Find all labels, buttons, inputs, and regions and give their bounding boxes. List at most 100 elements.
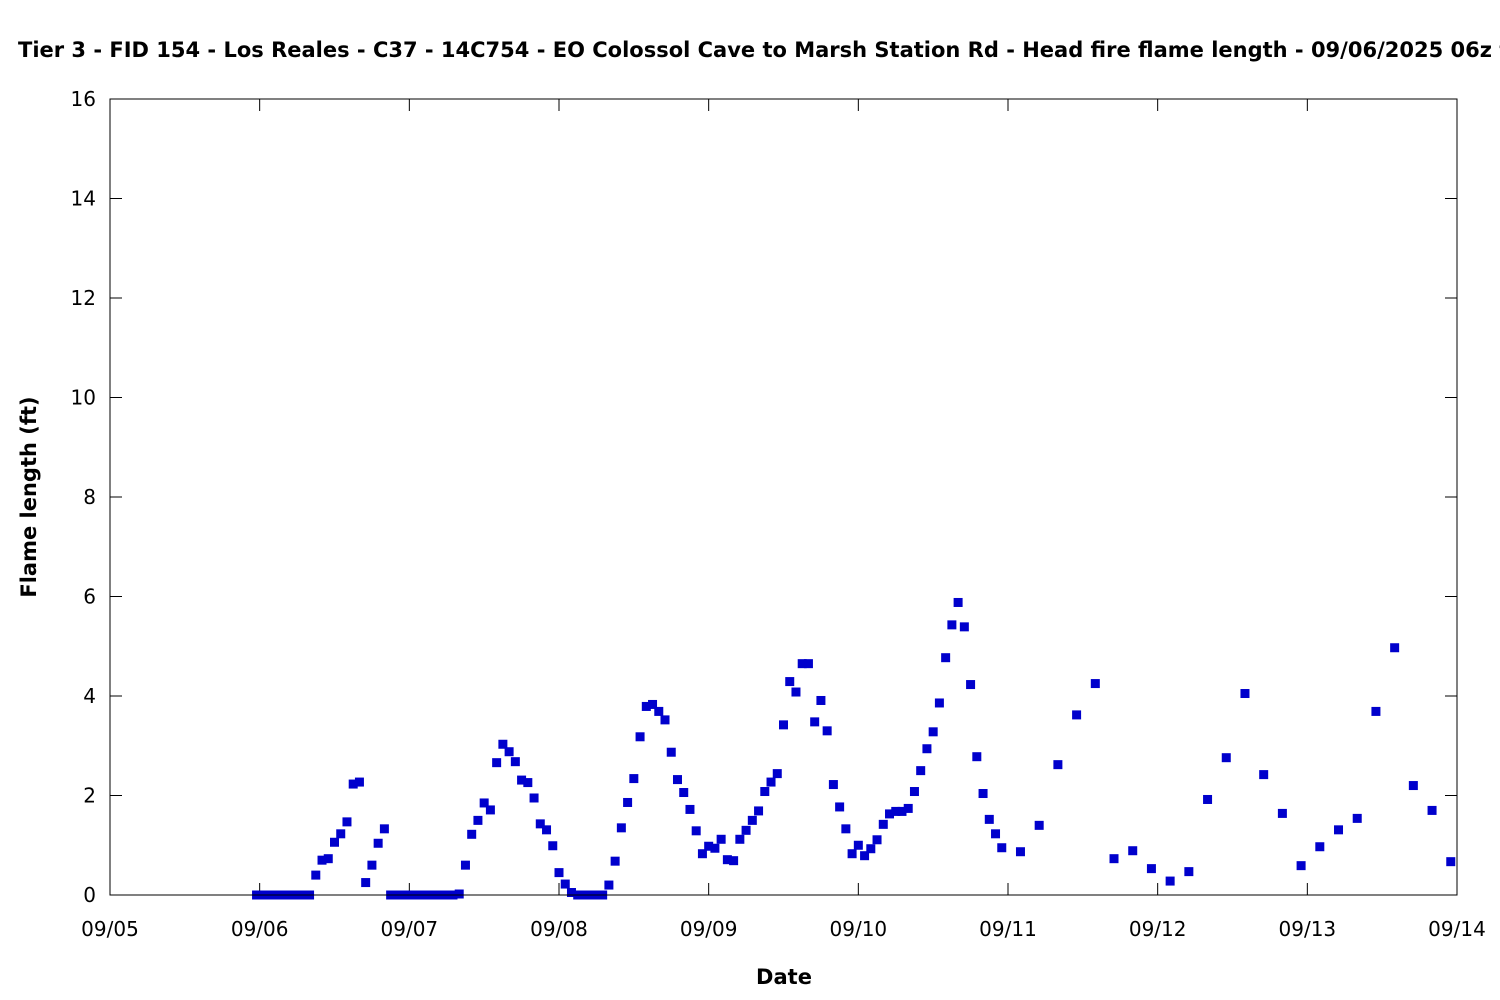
data-point (504, 747, 514, 757)
data-point (373, 838, 383, 848)
data-point (1109, 854, 1119, 864)
data-point (1296, 861, 1306, 871)
data-point (847, 849, 857, 859)
data-points (252, 597, 1456, 900)
data-point (891, 806, 901, 816)
data-point (1053, 760, 1063, 770)
data-point (866, 844, 876, 854)
y-tick-label: 8 (83, 485, 96, 509)
data-point (1015, 847, 1025, 857)
data-point (816, 695, 826, 705)
data-point (367, 860, 377, 870)
data-point (916, 766, 926, 776)
x-axis-label: Date (756, 965, 812, 989)
data-point (610, 856, 620, 866)
data-point (517, 775, 527, 785)
data-point (729, 856, 739, 866)
y-tick-label: 14 (71, 187, 96, 211)
data-point (485, 805, 495, 815)
data-point (810, 717, 820, 727)
data-point (697, 849, 707, 859)
data-point (473, 815, 483, 825)
data-point (991, 829, 1001, 839)
data-point (323, 854, 333, 864)
data-point (828, 780, 838, 790)
data-point (704, 841, 714, 851)
x-tick-label: 09/12 (1129, 917, 1187, 941)
data-point (691, 826, 701, 836)
data-point (1146, 864, 1156, 874)
data-point (754, 806, 764, 816)
axis-ticks: 09/05 09/06 09/07 09/08 09/09 09/10 09/11 09/12… (71, 87, 1486, 941)
data-point (710, 843, 720, 853)
data-point (623, 797, 633, 807)
data-point (498, 739, 508, 749)
plot-frame (109, 98, 1458, 896)
y-axis-label: Flame length (ft) (17, 396, 41, 597)
data-point (735, 834, 745, 844)
data-point (722, 855, 732, 865)
data-point (348, 779, 358, 789)
x-tick-label: 09/11 (979, 917, 1037, 941)
x-tick-label: 09/06 (231, 917, 289, 941)
data-point (953, 597, 963, 607)
x-tick-label: 09/07 (381, 917, 439, 941)
data-point (1277, 808, 1287, 818)
data-point (336, 829, 346, 839)
y-tick-label: 10 (71, 386, 96, 410)
data-point (897, 806, 907, 816)
data-point (934, 698, 944, 708)
data-point (903, 803, 913, 813)
data-point (1446, 857, 1456, 867)
data-point (510, 757, 520, 767)
data-point (317, 855, 327, 865)
data-point (379, 824, 389, 834)
data-point (959, 622, 969, 632)
data-point (779, 720, 788, 730)
data-point (616, 823, 626, 833)
data-point (803, 659, 813, 669)
data-point (648, 699, 658, 709)
data-point (909, 787, 919, 797)
data-point (878, 819, 888, 829)
data-point (1259, 770, 1269, 780)
data-point (872, 835, 882, 845)
x-tick-label: 09/08 (530, 917, 588, 941)
data-point (523, 778, 533, 788)
data-point (1371, 706, 1381, 716)
data-point (822, 726, 832, 736)
data-point (747, 815, 757, 825)
data-point (604, 880, 614, 890)
data-point (679, 788, 689, 798)
data-point (361, 878, 371, 888)
data-point (460, 860, 470, 870)
data-point (479, 798, 489, 808)
data-point (1184, 867, 1194, 877)
x-tick-label: 09/10 (830, 917, 888, 941)
data-point (984, 814, 994, 824)
data-point (342, 817, 352, 827)
data-point (791, 687, 801, 697)
data-point (685, 804, 695, 814)
data-point (741, 825, 751, 835)
data-point (1240, 689, 1250, 699)
data-point (1352, 813, 1362, 823)
x-tick-label: 09/09 (680, 917, 738, 941)
data-point (922, 744, 932, 754)
data-point (972, 752, 982, 762)
data-point (1315, 842, 1325, 852)
data-point (454, 889, 464, 899)
data-point (560, 879, 570, 889)
y-tick-label: 4 (83, 684, 96, 708)
data-point (1090, 679, 1100, 689)
data-point (766, 777, 776, 787)
x-tick-label: 09/14 (1428, 917, 1486, 941)
data-point (997, 843, 1007, 853)
data-point (760, 787, 770, 797)
data-point (311, 870, 321, 880)
y-tick-label: 6 (83, 585, 96, 609)
data-point (660, 715, 670, 725)
y-tick-label: 16 (71, 87, 96, 111)
y-tick-label: 0 (83, 883, 96, 907)
data-point (1390, 643, 1400, 653)
